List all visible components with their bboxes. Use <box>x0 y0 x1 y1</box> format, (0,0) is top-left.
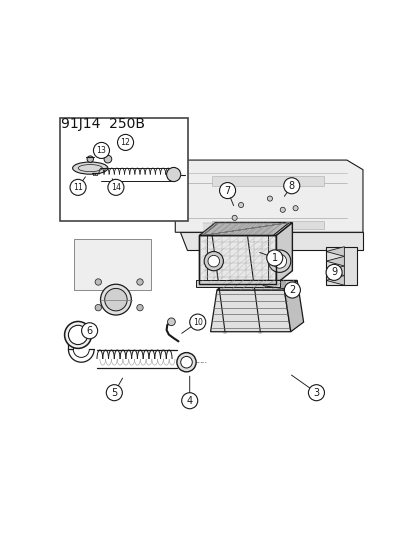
Circle shape <box>106 385 122 401</box>
Circle shape <box>266 250 282 266</box>
Circle shape <box>283 177 299 194</box>
Text: 1: 1 <box>271 253 277 263</box>
Circle shape <box>232 215 237 221</box>
Text: 10: 10 <box>192 318 202 327</box>
Text: 4: 4 <box>186 395 192 406</box>
Circle shape <box>292 206 297 211</box>
Circle shape <box>100 284 131 315</box>
Circle shape <box>95 304 101 311</box>
Circle shape <box>70 179 86 196</box>
Polygon shape <box>180 232 362 250</box>
Bar <box>196 280 279 287</box>
Circle shape <box>204 252 223 271</box>
Circle shape <box>68 325 88 344</box>
Circle shape <box>104 288 127 311</box>
Bar <box>212 176 324 185</box>
Polygon shape <box>325 256 344 266</box>
Circle shape <box>176 353 196 372</box>
Circle shape <box>167 318 175 326</box>
Circle shape <box>95 279 101 285</box>
Polygon shape <box>276 223 292 284</box>
Circle shape <box>268 250 290 272</box>
Polygon shape <box>325 247 344 256</box>
Bar <box>199 236 276 284</box>
Polygon shape <box>199 223 292 236</box>
Polygon shape <box>325 276 344 285</box>
Text: 8: 8 <box>288 181 294 191</box>
Polygon shape <box>175 160 362 232</box>
Ellipse shape <box>72 162 108 174</box>
Circle shape <box>166 167 180 182</box>
Circle shape <box>108 179 123 196</box>
Bar <box>212 221 324 229</box>
Bar <box>74 239 151 290</box>
Polygon shape <box>202 223 288 236</box>
Text: 13: 13 <box>96 146 106 155</box>
Circle shape <box>267 196 272 201</box>
Bar <box>199 236 276 284</box>
Circle shape <box>64 321 91 349</box>
Text: 3: 3 <box>313 387 319 398</box>
Circle shape <box>189 314 205 330</box>
Circle shape <box>272 254 286 268</box>
Circle shape <box>181 393 197 409</box>
Circle shape <box>136 304 143 311</box>
Circle shape <box>93 142 109 158</box>
Text: 14: 14 <box>111 183 121 192</box>
Polygon shape <box>216 280 297 290</box>
Circle shape <box>325 264 341 280</box>
Polygon shape <box>325 266 344 276</box>
Text: 11: 11 <box>73 183 83 192</box>
Text: 7: 7 <box>224 185 230 196</box>
Circle shape <box>180 357 192 368</box>
Text: 5: 5 <box>111 387 117 398</box>
Text: 12: 12 <box>120 138 130 147</box>
Circle shape <box>207 255 219 267</box>
Circle shape <box>219 182 235 199</box>
Circle shape <box>117 134 133 150</box>
Text: 6: 6 <box>86 326 93 336</box>
Bar <box>219 281 285 288</box>
Bar <box>325 247 356 285</box>
Circle shape <box>238 203 243 207</box>
Circle shape <box>308 385 324 401</box>
Bar <box>59 118 188 221</box>
Circle shape <box>88 328 94 335</box>
Circle shape <box>280 207 285 212</box>
Polygon shape <box>210 290 290 332</box>
Polygon shape <box>284 280 303 332</box>
Circle shape <box>284 282 300 298</box>
Circle shape <box>87 156 93 163</box>
Circle shape <box>104 155 112 163</box>
Text: 9: 9 <box>330 268 336 277</box>
Text: 91J14  250B: 91J14 250B <box>61 117 145 131</box>
Circle shape <box>81 323 97 339</box>
Circle shape <box>136 279 143 285</box>
Text: 2: 2 <box>289 285 295 295</box>
